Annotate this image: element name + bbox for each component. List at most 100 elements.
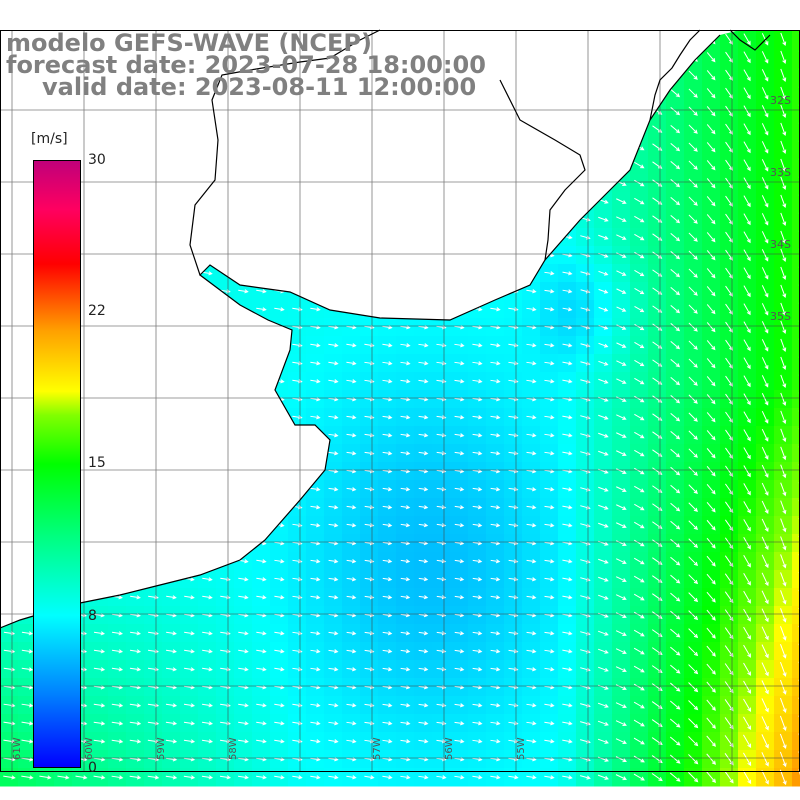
field-cell <box>180 300 199 319</box>
wind-arrow <box>256 145 267 150</box>
wind-arrow <box>256 271 267 276</box>
field-cell <box>0 570 19 589</box>
wind-arrow <box>562 37 573 42</box>
wind-arrow <box>544 523 555 528</box>
wind-arrow <box>633 683 645 691</box>
wind-arrow <box>688 502 698 512</box>
field-cell <box>522 30 541 49</box>
field-cell <box>234 138 253 157</box>
field-cell <box>90 390 109 409</box>
wind-arrow <box>130 505 141 510</box>
wind-arrow <box>400 37 411 42</box>
field-cell <box>792 48 800 67</box>
field-cell <box>162 408 181 427</box>
field-cell <box>540 120 559 139</box>
wind-arrow <box>688 196 698 206</box>
field-cell <box>270 246 289 265</box>
wind-arrow <box>562 307 573 312</box>
wind-arrow <box>256 487 267 492</box>
wind-arrow <box>400 361 411 366</box>
wind-arrow <box>743 501 751 514</box>
wind-arrow <box>616 288 627 294</box>
field-cell <box>216 336 235 355</box>
field-cell <box>522 48 541 67</box>
field-cell <box>396 192 415 211</box>
field-cell <box>324 120 343 139</box>
field-cell <box>540 30 559 49</box>
wind-arrow <box>400 199 411 204</box>
field-cell <box>360 246 379 265</box>
wind-arrow <box>328 361 339 366</box>
wind-arrow <box>310 775 321 780</box>
wind-arrow <box>780 356 787 370</box>
wind-arrow <box>166 217 177 222</box>
wind-arrow <box>490 739 501 744</box>
wind-arrow <box>472 505 483 510</box>
field-cell <box>792 102 800 121</box>
field-cell <box>342 192 361 211</box>
field-cell <box>180 174 199 193</box>
wind-arrow <box>688 736 699 747</box>
wind-arrow <box>201 775 214 780</box>
field-cell <box>432 174 451 193</box>
field-cell <box>342 264 361 283</box>
field-cell <box>198 426 217 445</box>
wind-arrow <box>94 361 105 366</box>
wind-arrow <box>418 217 429 222</box>
field-cell <box>216 354 235 373</box>
field-cell <box>792 192 800 211</box>
wind-arrow <box>129 631 141 636</box>
field-cell <box>270 174 289 193</box>
wind-arrow <box>688 664 699 675</box>
field-cell <box>270 408 289 427</box>
field-cell <box>0 354 19 373</box>
wind-arrow <box>780 338 787 352</box>
wind-arrow <box>761 608 769 623</box>
lat-label: 32S <box>770 94 791 107</box>
wind-arrow <box>274 451 285 456</box>
wind-arrow <box>670 520 681 530</box>
field-cell <box>432 30 451 49</box>
wind-arrow <box>598 378 609 384</box>
wind-arrow <box>616 198 627 204</box>
wind-arrow <box>202 343 213 348</box>
wind-arrow <box>328 127 339 132</box>
wind-arrow <box>166 523 177 528</box>
wind-arrow <box>202 199 213 204</box>
wind-arrow <box>346 145 357 150</box>
wind-arrow <box>472 595 483 600</box>
wind-arrow <box>400 145 411 150</box>
wind-arrow <box>761 141 769 154</box>
field-cell <box>198 318 217 337</box>
wind-arrow <box>94 487 105 492</box>
field-cell <box>522 102 541 121</box>
forecast-date: forecast date: 2023-07-28 18:00:00 <box>6 51 486 79</box>
wind-arrow <box>780 158 787 172</box>
wind-arrow <box>346 235 357 240</box>
wind-arrow <box>670 70 681 80</box>
wind-arrow <box>743 680 752 694</box>
field-cell <box>342 174 361 193</box>
field-cell <box>468 264 487 283</box>
wind-arrow <box>562 91 573 96</box>
wind-arrow <box>688 592 699 603</box>
wind-arrow <box>238 235 249 240</box>
wind-arrow <box>780 446 787 461</box>
field-cell <box>396 102 415 121</box>
wind-arrow <box>274 271 285 276</box>
wind-arrow <box>490 91 501 96</box>
lat-labels: 32S 33S 34S 35S <box>770 94 791 323</box>
wind-arrow <box>130 127 141 132</box>
wind-arrow <box>780 212 787 226</box>
wind-arrow <box>400 343 411 348</box>
wind-arrow <box>634 395 645 403</box>
wind-arrow <box>22 523 33 528</box>
field-cell <box>180 282 199 301</box>
wind-arrow <box>526 505 537 510</box>
wind-arrow <box>598 414 609 420</box>
wind-arrow <box>688 538 699 549</box>
field-cell <box>486 66 505 85</box>
field-cell <box>414 210 433 229</box>
wind-arrow <box>130 235 141 240</box>
wind-arrow <box>274 667 285 672</box>
